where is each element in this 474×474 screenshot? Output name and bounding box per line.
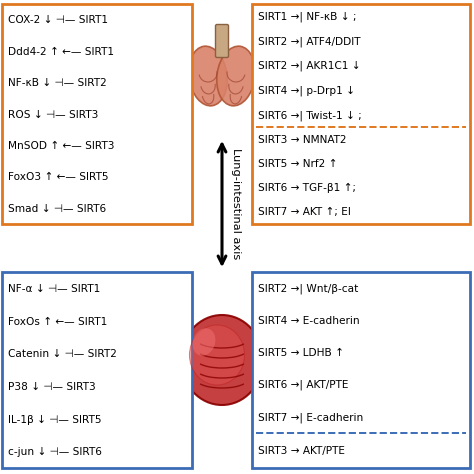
Text: SIRT6 →| Twist-1 ↓ ;: SIRT6 →| Twist-1 ↓ ; xyxy=(258,110,362,120)
Text: SIRT2 →| ATF4/DDIT: SIRT2 →| ATF4/DDIT xyxy=(258,36,361,47)
Text: SIRT1 →| NF-κB ↓ ;: SIRT1 →| NF-κB ↓ ; xyxy=(258,11,356,22)
Text: SIRT7 →| E-cadherin: SIRT7 →| E-cadherin xyxy=(258,412,363,422)
Text: IL-1β ↓ ⊣— SIRT5: IL-1β ↓ ⊣— SIRT5 xyxy=(8,415,101,425)
Text: SIRT3 → AKT/PTE: SIRT3 → AKT/PTE xyxy=(258,446,345,456)
Bar xyxy=(2,272,192,468)
Text: SIRT6 → TGF-β1 ↑;: SIRT6 → TGF-β1 ↑; xyxy=(258,183,356,193)
Text: SIRT5 → LDHB ↑: SIRT5 → LDHB ↑ xyxy=(258,348,344,358)
Text: SIRT2 →| Wnt/β-cat: SIRT2 →| Wnt/β-cat xyxy=(258,283,358,294)
Text: Smad ↓ ⊣— SIRT6: Smad ↓ ⊣— SIRT6 xyxy=(8,204,106,214)
Text: c-jun ↓ ⊣— SIRT6: c-jun ↓ ⊣— SIRT6 xyxy=(8,447,102,457)
Text: SIRT4 →| p-Drp1 ↓: SIRT4 →| p-Drp1 ↓ xyxy=(258,85,355,96)
Text: COX-2 ↓ ⊣— SIRT1: COX-2 ↓ ⊣— SIRT1 xyxy=(8,15,108,25)
Text: NF-α ↓ ⊣— SIRT1: NF-α ↓ ⊣— SIRT1 xyxy=(8,284,100,294)
Text: SIRT5 → Nrf2 ↑: SIRT5 → Nrf2 ↑ xyxy=(258,159,337,169)
Text: FoxOs ↑ ←— SIRT1: FoxOs ↑ ←— SIRT1 xyxy=(8,317,107,327)
Bar xyxy=(252,4,470,224)
Text: MnSOD ↑ ←— SIRT3: MnSOD ↑ ←— SIRT3 xyxy=(8,141,115,151)
Ellipse shape xyxy=(217,46,255,106)
Ellipse shape xyxy=(189,46,227,106)
Bar xyxy=(252,272,470,468)
Ellipse shape xyxy=(192,328,215,356)
Ellipse shape xyxy=(190,325,245,385)
Bar xyxy=(2,4,192,224)
Text: SIRT6 →| AKT/PTE: SIRT6 →| AKT/PTE xyxy=(258,380,348,391)
Text: SIRT2 →| AKR1C1 ↓: SIRT2 →| AKR1C1 ↓ xyxy=(258,61,361,72)
Text: P38 ↓ ⊣— SIRT3: P38 ↓ ⊣— SIRT3 xyxy=(8,382,96,392)
Text: SIRT7 → AKT ↑; EI: SIRT7 → AKT ↑; EI xyxy=(258,208,351,218)
Text: ROS ↓ ⊣— SIRT3: ROS ↓ ⊣— SIRT3 xyxy=(8,109,99,119)
Text: FoxO3 ↑ ←— SIRT5: FoxO3 ↑ ←— SIRT5 xyxy=(8,173,109,182)
Text: Lung-intestinal axis: Lung-intestinal axis xyxy=(231,148,241,260)
FancyBboxPatch shape xyxy=(216,25,228,57)
Text: NF-κB ↓ ⊣— SIRT2: NF-κB ↓ ⊣— SIRT2 xyxy=(8,78,107,88)
Text: SIRT3 → NMNAT2: SIRT3 → NMNAT2 xyxy=(258,135,346,145)
Text: Catenin ↓ ⊣— SIRT2: Catenin ↓ ⊣— SIRT2 xyxy=(8,349,117,359)
Text: SIRT4 → E-cadherin: SIRT4 → E-cadherin xyxy=(258,316,360,326)
Text: Ddd4-2 ↑ ←— SIRT1: Ddd4-2 ↑ ←— SIRT1 xyxy=(8,47,114,57)
Ellipse shape xyxy=(181,315,263,405)
